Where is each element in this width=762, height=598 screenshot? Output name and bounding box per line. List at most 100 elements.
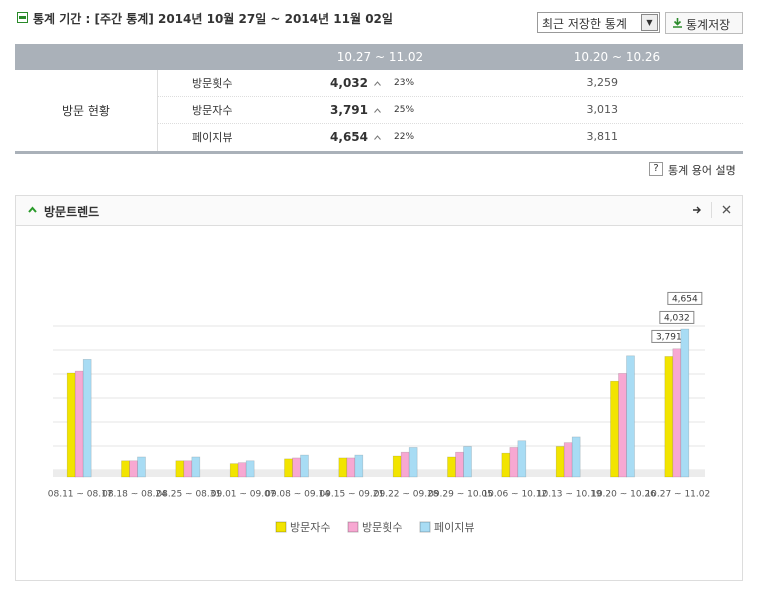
bar xyxy=(555,446,565,478)
collapse-icon[interactable] xyxy=(28,206,37,213)
close-icon[interactable] xyxy=(722,205,731,214)
legend-swatch xyxy=(419,521,431,533)
current-value: 4,654 xyxy=(330,130,368,144)
row-label: 페이지뷰 xyxy=(192,131,233,144)
saved-stats-dropdown[interactable]: 최근 저장한 통계 ▼ xyxy=(537,12,660,33)
dropdown-arrow: ▼ xyxy=(641,14,658,31)
bar xyxy=(121,460,130,478)
go-icon[interactable] xyxy=(692,205,702,215)
dropdown-text: 최근 저장한 통계 xyxy=(542,17,627,31)
x-tick-label: 08.18 ~ 08.24 xyxy=(102,490,167,500)
help-link[interactable]: 통계 용어 설명 xyxy=(668,164,736,177)
header-icon xyxy=(17,12,28,23)
increase-arrow xyxy=(374,108,381,113)
bar xyxy=(175,460,185,478)
value-label-text: 4,032 xyxy=(664,313,690,323)
value-label-box xyxy=(667,291,703,305)
save-button-text: 통계저장 xyxy=(686,18,731,32)
bar xyxy=(137,456,146,478)
legend-label: 페이지뷰 xyxy=(434,521,474,534)
period-label: 통계 기간 : [주간 통계] 2014년 10월 27일 ~ 2014년 11… xyxy=(33,12,393,26)
bar xyxy=(680,328,690,478)
bar xyxy=(66,372,76,478)
bar xyxy=(672,348,682,478)
panel-title: 방문트렌드 xyxy=(44,205,100,219)
value-label-text: 3,791 xyxy=(656,332,682,342)
x-tick-label: 09.15 ~ 09.21 xyxy=(319,490,384,500)
bar xyxy=(392,455,402,478)
bar xyxy=(463,446,472,478)
bar xyxy=(245,460,255,478)
x-tick-label: 09.01 ~ 09.07 xyxy=(211,490,276,500)
bar xyxy=(408,447,418,478)
x-tick-label: 10.27 ~ 11.02 xyxy=(645,490,710,500)
x-tick-label: 08.25 ~ 08.31 xyxy=(156,490,221,500)
bar xyxy=(183,460,193,478)
bar xyxy=(626,355,635,478)
change-percent: 22% xyxy=(394,132,415,142)
bar xyxy=(346,457,356,478)
legend-label: 방문자수 xyxy=(290,521,330,534)
row-label: 방문횟수 xyxy=(192,77,233,90)
x-tick-label: 09.22 ~ 09.28 xyxy=(374,490,439,500)
legend-label: 방문횟수 xyxy=(362,521,402,534)
x-tick-label: 10.06 ~ 10.12 xyxy=(482,490,547,500)
group-label: 방문 현황 xyxy=(62,104,110,118)
table-row: 방문횟수 4,032 23% 3,259 xyxy=(158,70,743,97)
previous-value: 3,811 xyxy=(586,130,619,143)
bar xyxy=(501,452,511,478)
save-button[interactable]: 통계저장 xyxy=(665,12,743,34)
table-row: 방문자수 3,791 25% 3,013 xyxy=(158,97,743,124)
x-tick-label: 09.29 ~ 10.05 xyxy=(428,490,493,500)
bar xyxy=(618,373,627,478)
download-icon xyxy=(673,18,682,28)
group-cell: 방문 현황 xyxy=(15,70,158,151)
bar xyxy=(300,454,309,478)
panel-header xyxy=(16,196,742,226)
value-label-text: 4,654 xyxy=(672,294,698,304)
change-percent: 23% xyxy=(394,78,415,88)
bar xyxy=(571,436,581,478)
increase-icon xyxy=(374,81,381,86)
bar xyxy=(563,442,573,478)
value-label: 4,032 xyxy=(659,310,695,324)
change-percent: 25% xyxy=(394,105,415,115)
previous-value: 3,013 xyxy=(586,103,619,116)
current-value: 4,032 xyxy=(330,76,368,90)
row-label: 방문자수 xyxy=(192,104,233,117)
legend-swatch xyxy=(275,521,287,533)
bar xyxy=(191,456,201,478)
x-tick-label: 09.08 ~ 09.14 xyxy=(265,490,330,500)
value-label: 4,654 xyxy=(667,291,703,305)
table-header: 10.27 ~ 11.02 10.20 ~ 10.26 xyxy=(15,44,743,70)
increase-arrow xyxy=(374,135,381,140)
bar xyxy=(284,458,293,478)
bar xyxy=(447,456,456,478)
bar xyxy=(455,451,464,478)
bar xyxy=(74,370,84,478)
bar xyxy=(517,440,527,478)
table-bottom-border xyxy=(15,151,743,154)
icon-divider xyxy=(711,202,712,218)
previous-value: 3,259 xyxy=(586,76,619,89)
help-icon[interactable]: ? xyxy=(649,162,663,176)
increase-icon xyxy=(374,135,381,140)
bar xyxy=(400,451,410,478)
x-tick-label: 10.13 ~ 10.19 xyxy=(537,490,602,500)
bar xyxy=(292,457,301,478)
trend-panel: 방문트렌드 xyxy=(15,195,743,581)
table-body: 방문횟수 4,032 23% 3,259 방문자수 3,791 25% 3,013 페이지뷰 4,… xyxy=(158,70,743,151)
bar xyxy=(610,380,619,478)
increase-icon xyxy=(374,108,381,113)
column-header: 10.20 ~ 10.26 xyxy=(573,50,661,64)
increase-arrow xyxy=(374,81,381,86)
bar xyxy=(338,457,348,478)
bar xyxy=(229,463,239,478)
bar xyxy=(664,356,674,478)
chart-floor xyxy=(53,470,705,477)
table-row: 페이지뷰 4,654 22% 3,811 xyxy=(158,124,743,151)
current-value: 3,791 xyxy=(330,103,368,117)
x-tick-label: 10.20 ~ 10.26 xyxy=(591,490,656,500)
column-header: 10.27 ~ 11.02 xyxy=(336,50,424,64)
bar xyxy=(237,462,247,478)
